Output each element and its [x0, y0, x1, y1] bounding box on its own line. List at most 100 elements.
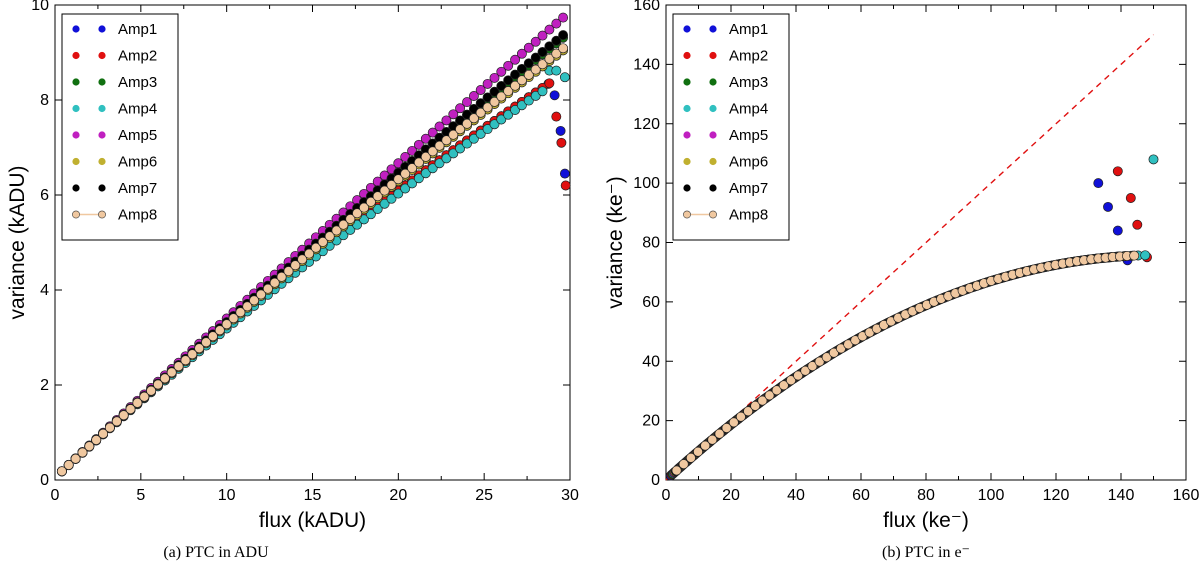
legend-label: Amp3: [118, 74, 157, 91]
data-point: [516, 75, 527, 86]
legend-marker: [683, 131, 691, 139]
caption-panel-a: (a) PTC in ADU: [163, 544, 269, 561]
data-point: [778, 380, 789, 391]
data-point: [510, 69, 521, 80]
y-tick-label: 8: [40, 92, 49, 109]
data-point: [700, 440, 711, 451]
data-point: [111, 416, 122, 427]
data-point: [187, 349, 198, 360]
x-tick-label: 100: [978, 487, 1005, 504]
legend-marker: [72, 78, 80, 86]
data-point: [462, 138, 472, 149]
data-point: [721, 423, 732, 433]
data-point: [544, 41, 555, 52]
data-point: [1132, 219, 1143, 230]
data-point: [537, 30, 548, 41]
legend-marker: [683, 104, 691, 113]
data-point: [523, 42, 534, 53]
data-point: [214, 325, 225, 336]
data-point: [441, 135, 452, 146]
series-amp6: [669, 250, 1138, 477]
data-point: [434, 140, 445, 151]
x-axis-label: flux (kADU): [259, 509, 366, 532]
data-point: [764, 390, 775, 401]
y-tick-label: 40: [642, 353, 660, 370]
data-point: [1140, 250, 1151, 261]
data-point: [560, 180, 571, 191]
data-point: [678, 459, 689, 470]
legend-marker: [683, 184, 691, 192]
legend-label: Amp6: [729, 154, 768, 171]
legend-item-amp8: Amp8: [72, 207, 157, 224]
data-point: [786, 375, 796, 386]
data-point: [276, 271, 287, 282]
data-point: [1129, 250, 1140, 261]
data-point: [400, 168, 411, 179]
data-point: [728, 417, 739, 428]
data-point: [510, 54, 521, 65]
data-point: [359, 202, 369, 213]
legend-item-amp8: Amp8: [683, 207, 768, 224]
data-point: [489, 86, 500, 97]
data-point: [462, 118, 472, 129]
legend-label: Amp4: [729, 101, 768, 118]
data-point: [372, 204, 383, 214]
data-point: [173, 361, 184, 372]
legend-marker: [98, 210, 106, 219]
y-tick-label: 0: [40, 472, 49, 489]
x-tick-label: 15: [304, 487, 322, 504]
data-point: [98, 428, 109, 439]
data-point: [516, 100, 527, 111]
data-point: [455, 103, 466, 114]
data-point: [537, 86, 548, 97]
legend-marker: [709, 210, 717, 219]
data-point: [372, 191, 383, 202]
data-point: [413, 157, 424, 168]
data-point: [489, 96, 500, 107]
data-point: [448, 109, 459, 120]
data-point: [544, 53, 555, 64]
data-point: [489, 72, 500, 83]
data-point: [441, 153, 452, 164]
legend-marker: [709, 157, 717, 166]
legend-label: Amp3: [729, 74, 768, 91]
data-point: [482, 92, 493, 103]
data-point: [468, 113, 479, 124]
legend-marker: [98, 184, 106, 192]
legend-marker: [98, 131, 106, 139]
data-point: [413, 173, 424, 184]
x-tick-label: 0: [51, 487, 60, 504]
data-point: [551, 111, 562, 122]
data-point: [530, 64, 541, 75]
data-point: [558, 12, 569, 23]
legend-marker: [72, 210, 80, 219]
data-point: [537, 47, 548, 57]
data-point: [420, 168, 431, 179]
legend-marker: [683, 157, 691, 166]
data-point: [249, 295, 260, 306]
data-point: [558, 43, 569, 54]
data-point: [420, 151, 431, 162]
data-point: [793, 370, 804, 381]
data-point: [559, 72, 570, 83]
data-point: [468, 91, 479, 101]
y-tick-label: 80: [642, 235, 660, 252]
legend-marker: [683, 25, 691, 33]
data-point: [1112, 166, 1123, 177]
legend-label: Amp1: [118, 21, 157, 38]
data-point: [304, 248, 315, 259]
legend-label: Amp2: [118, 48, 157, 65]
data-point: [455, 143, 466, 154]
data-point: [671, 465, 682, 476]
data-point: [516, 63, 527, 74]
legend: Amp1 Amp2 Amp3 Amp4 Amp5 Amp6 Amp7 Amp8: [672, 13, 790, 241]
data-point: [559, 168, 570, 179]
data-point: [56, 466, 67, 477]
data-point: [386, 193, 397, 204]
data-point: [503, 109, 514, 120]
data-point: [448, 148, 459, 159]
data-point: [551, 35, 562, 46]
data-point: [735, 411, 746, 422]
y-tick-label: 140: [633, 56, 660, 73]
legend-label: Amp8: [729, 207, 768, 224]
